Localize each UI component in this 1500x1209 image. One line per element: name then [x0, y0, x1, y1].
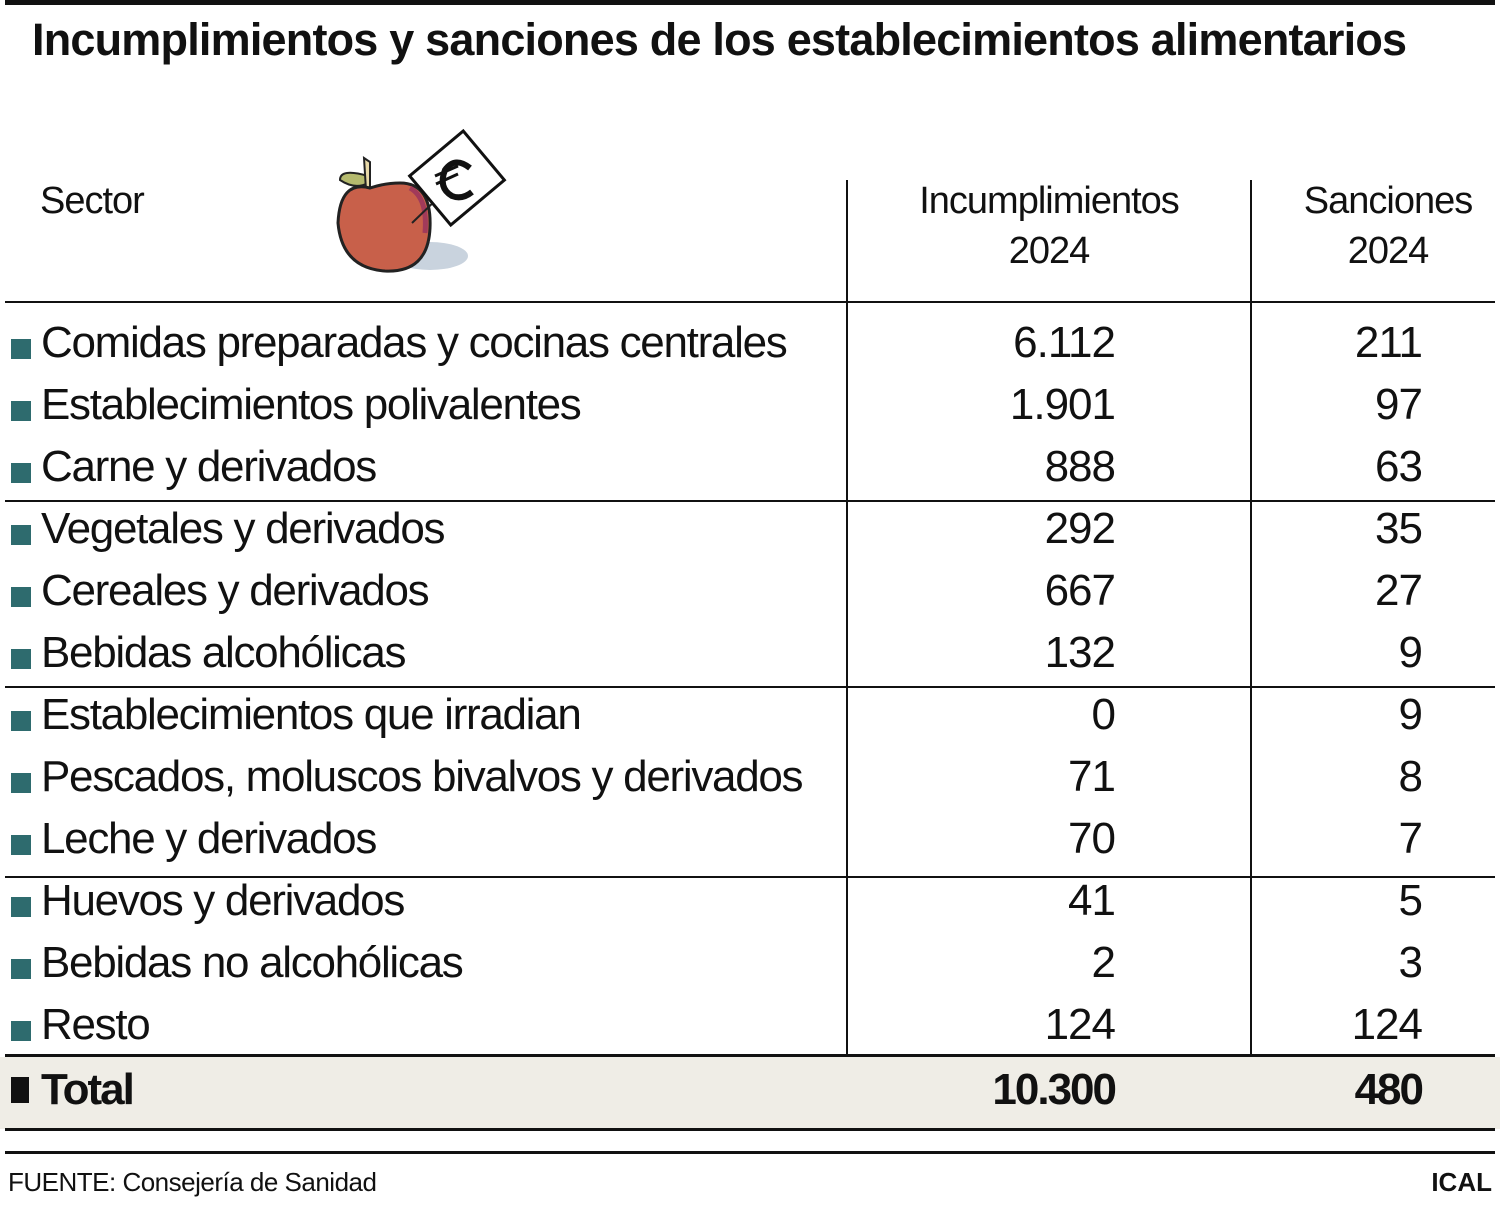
table-row: Comidas preparadas y cocinas centrales 6.… — [0, 314, 1500, 376]
header-rule — [5, 301, 1495, 303]
total-sanciones: 480 — [1354, 1065, 1424, 1114]
sanciones-value: 97 — [1375, 380, 1423, 429]
sector-label: Resto — [41, 1000, 151, 1049]
incumplimientos-value: 667 — [1044, 566, 1116, 615]
header-sanciones-label: Sanciones — [1303, 180, 1473, 222]
page-title: Incumplimientos y sanciones de los estab… — [32, 14, 1407, 65]
sanciones-value: 9 — [1398, 628, 1424, 677]
table-row: Establecimientos polivalentes 1.901 97 — [0, 376, 1500, 438]
credit: ICAL — [1431, 1167, 1492, 1197]
row-marker — [11, 587, 31, 607]
row-marker — [11, 835, 31, 855]
group-rule — [5, 876, 1495, 878]
group-rule — [5, 500, 1495, 502]
row-marker — [11, 339, 31, 359]
header-sanciones: Sanciones 2024 — [1253, 176, 1500, 276]
total-incumplimientos: 10.300 — [992, 1065, 1117, 1114]
table-row: Huevos y derivados 41 5 — [0, 872, 1500, 934]
row-marker — [11, 401, 31, 421]
column-divider — [846, 180, 848, 1128]
sector-label: Bebidas alcohólicas — [41, 628, 407, 677]
sector-label: Leche y derivados — [41, 814, 377, 863]
header-sector: Sector — [40, 180, 145, 222]
row-marker — [11, 525, 31, 545]
table-row: Bebidas no alcohólicas 2 3 — [0, 934, 1500, 996]
table-row: Resto 124 124 — [0, 996, 1500, 1058]
sector-label: Comidas preparadas y cocinas centrales — [41, 318, 788, 367]
sanciones-value: 8 — [1398, 752, 1424, 801]
sector-label: Bebidas no alcohólicas — [41, 938, 464, 987]
footer-rule — [5, 1151, 1495, 1154]
incumplimientos-value: 292 — [1044, 504, 1116, 553]
table-row: Pescados, moluscos bivalvos y derivados 7… — [0, 748, 1500, 810]
table-row: Bebidas alcohólicas 132 9 — [0, 624, 1500, 686]
sector-label: Pescados, moluscos bivalvos y derivados — [41, 752, 804, 801]
table-row: Cereales y derivados 667 27 — [0, 562, 1500, 624]
incumplimientos-value: 6.112 — [1013, 318, 1116, 367]
incumplimientos-value: 124 — [1044, 1000, 1116, 1049]
header-incumplimientos-label: Incumplimientos — [919, 180, 1180, 222]
sector-label: Huevos y derivados — [41, 876, 405, 925]
sanciones-value: 63 — [1375, 442, 1423, 491]
sanciones-value: 5 — [1398, 876, 1424, 925]
table-row: Carne y derivados 888 63 — [0, 438, 1500, 500]
row-marker — [11, 897, 31, 917]
row-marker — [11, 711, 31, 731]
sector-label: Cereales y derivados — [41, 566, 430, 615]
row-marker — [11, 959, 31, 979]
header-sanciones-year: 2024 — [1347, 230, 1430, 272]
sanciones-value: 124 — [1351, 1000, 1423, 1049]
incumplimientos-value: 71 — [1068, 752, 1116, 801]
sanciones-value: 3 — [1398, 938, 1424, 987]
incumplimientos-value: 41 — [1068, 876, 1116, 925]
column-divider — [1250, 180, 1252, 1128]
top-rule — [5, 0, 1495, 5]
total-label: Total — [41, 1065, 135, 1114]
header-incumplimientos-year: 2024 — [1008, 230, 1091, 272]
table-row: Leche y derivados 70 7 — [0, 810, 1500, 872]
incumplimientos-value: 132 — [1044, 628, 1116, 677]
sector-label: Carne y derivados — [41, 442, 377, 491]
sector-label: Establecimientos polivalentes — [41, 380, 582, 429]
row-marker — [11, 463, 31, 483]
table-row: Vegetales y derivados 292 35 — [0, 500, 1500, 562]
row-marker — [11, 1021, 31, 1041]
total-marker — [11, 1077, 29, 1103]
sanciones-value: 35 — [1375, 504, 1423, 553]
header-incumplimientos: Incumplimientos 2024 — [849, 176, 1249, 276]
sector-label: Vegetales y derivados — [41, 504, 446, 553]
total-bottom-rule — [5, 1128, 1495, 1131]
sanciones-value: 7 — [1398, 814, 1424, 863]
sector-label: Establecimientos que irradian — [41, 690, 582, 739]
incumplimientos-value: 0 — [1091, 690, 1117, 739]
total-top-rule — [5, 1054, 1495, 1057]
row-marker — [11, 773, 31, 793]
incumplimientos-value: 1.901 — [1009, 380, 1116, 429]
incumplimientos-value: 2 — [1091, 938, 1117, 987]
row-marker — [11, 649, 31, 669]
sanciones-value: 9 — [1398, 690, 1424, 739]
incumplimientos-value: 70 — [1068, 814, 1116, 863]
group-rule — [5, 686, 1495, 688]
source-note: FUENTE: Consejería de Sanidad — [8, 1167, 377, 1197]
incumplimientos-value: 888 — [1044, 442, 1116, 491]
sanciones-value: 211 — [1354, 318, 1423, 367]
apple-with-euro-sign-icon — [336, 128, 507, 273]
sanciones-value: 27 — [1375, 566, 1423, 615]
table-row: Establecimientos que irradian 0 9 — [0, 686, 1500, 748]
total-row: Total 10.300 480 — [0, 1057, 1500, 1129]
